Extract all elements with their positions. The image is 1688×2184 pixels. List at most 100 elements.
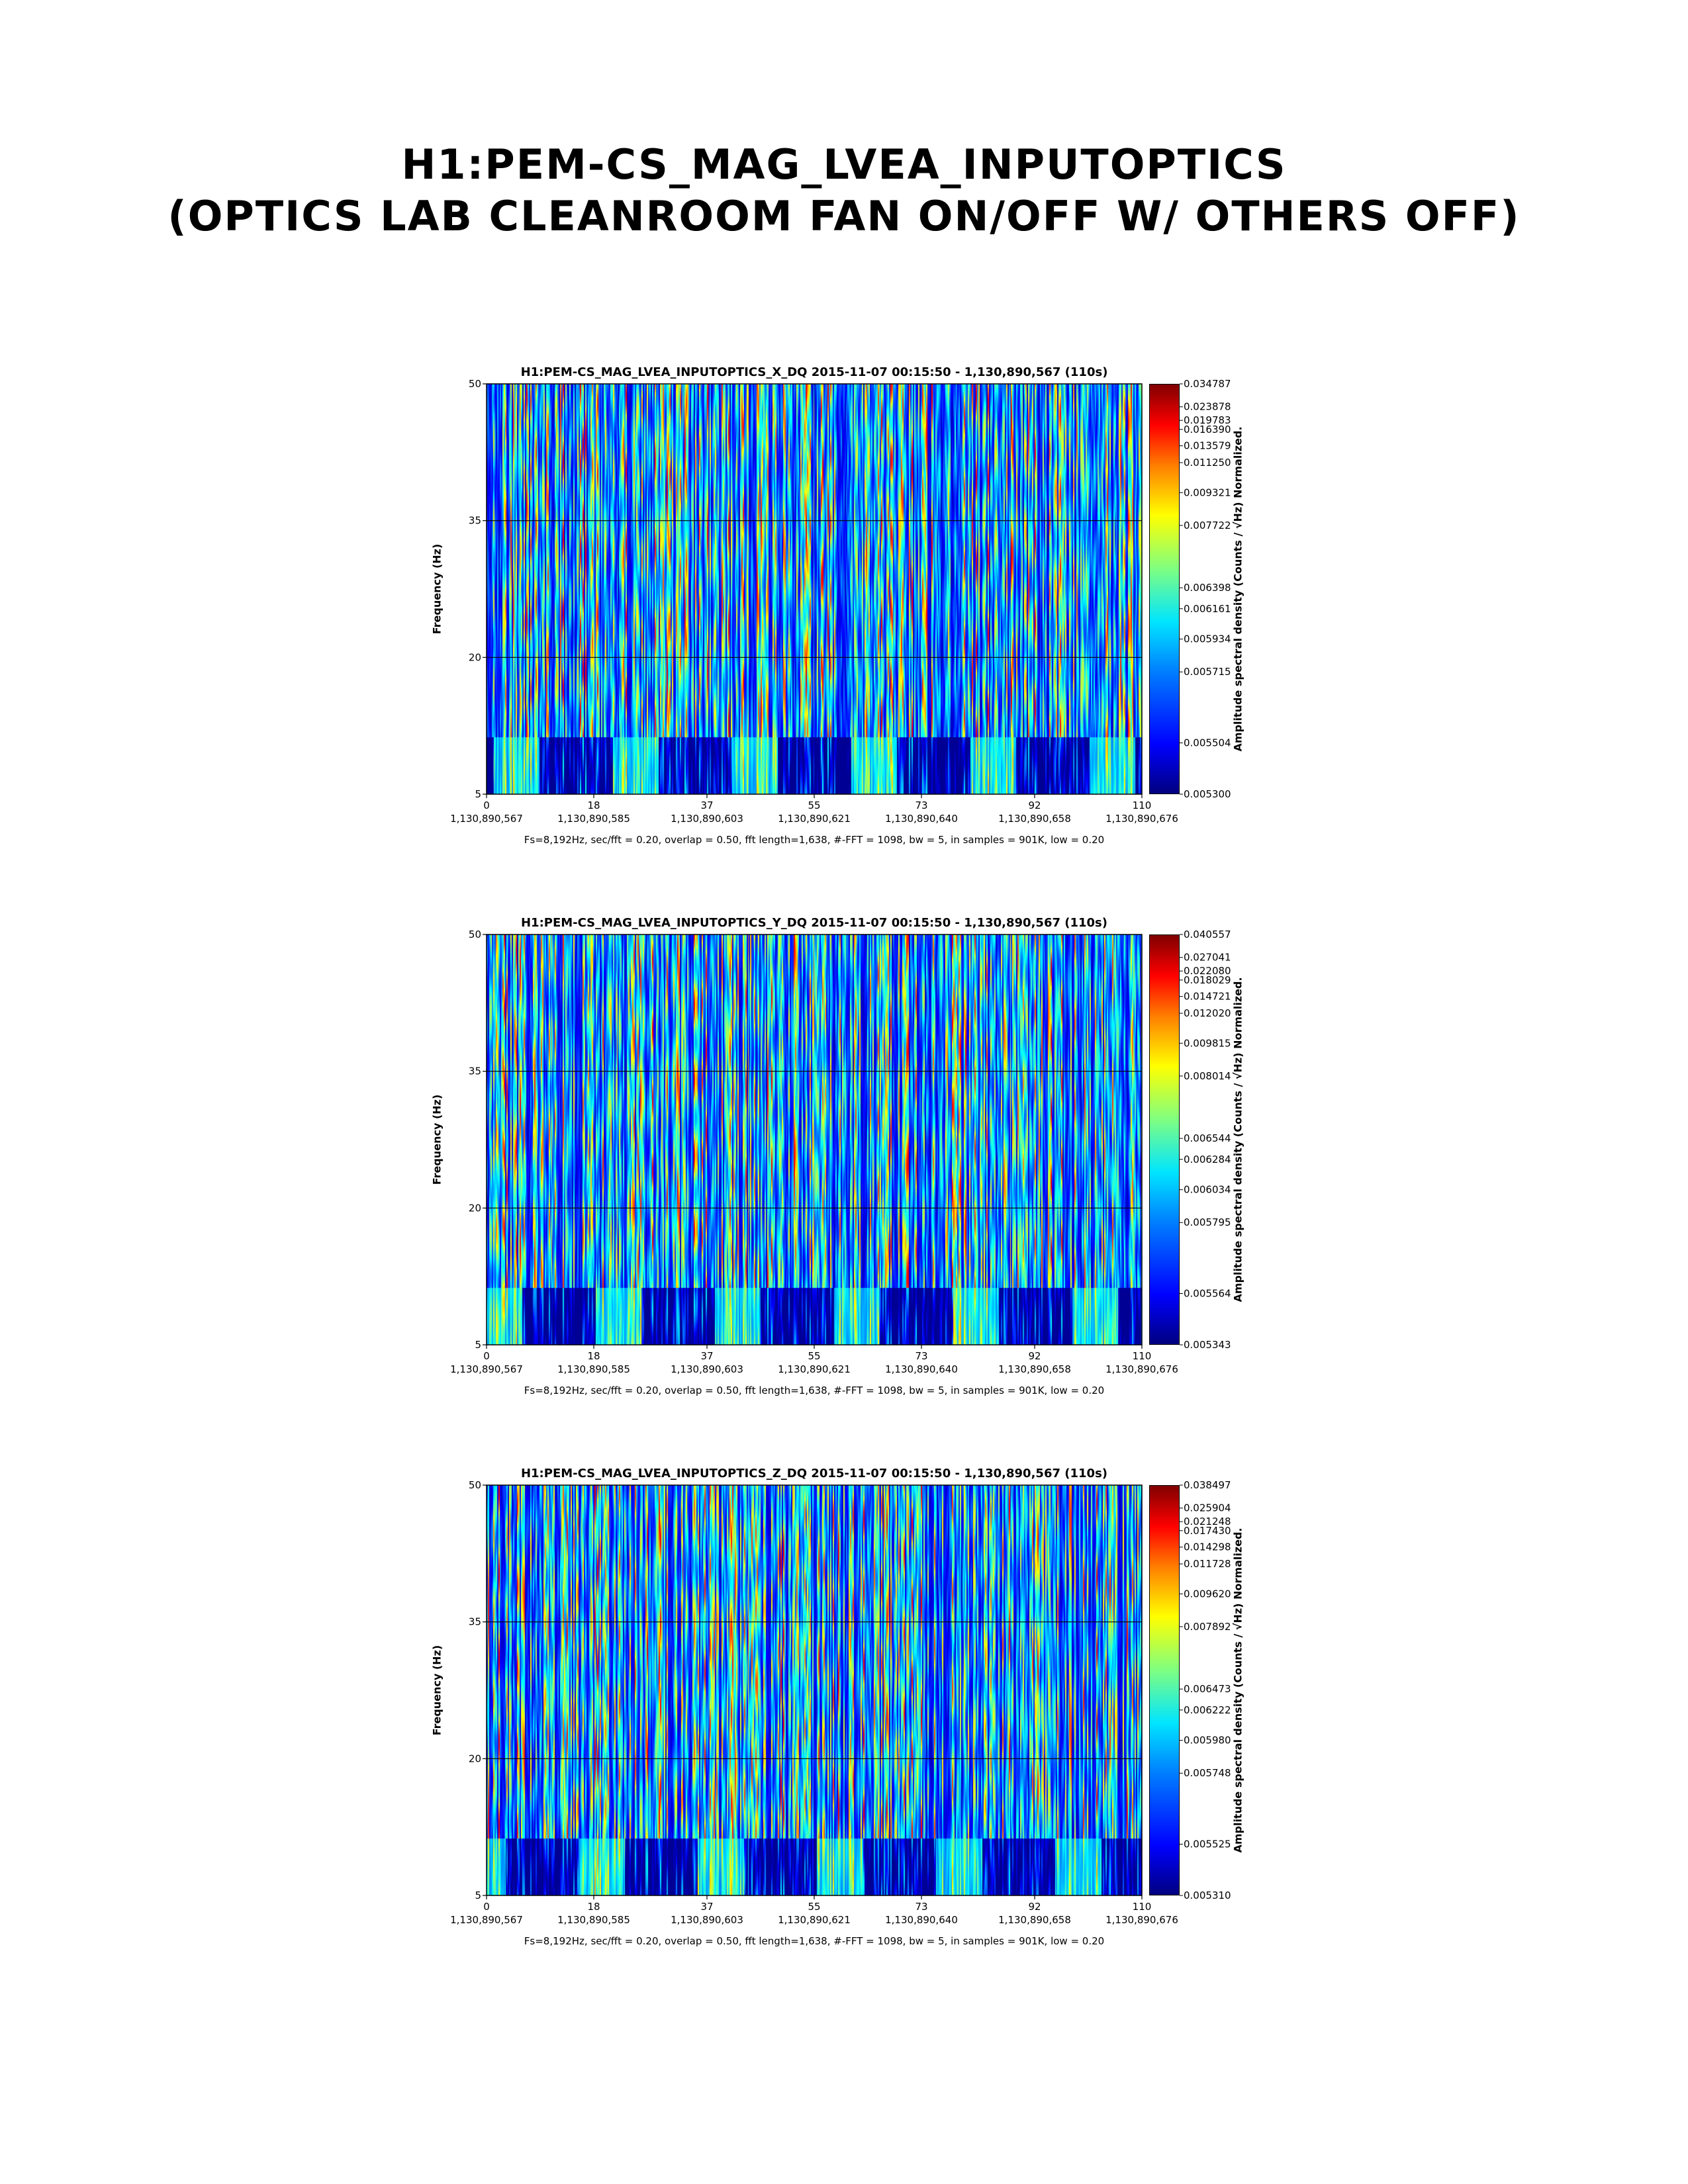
x-tick-gps-label: 1,130,890,585 <box>557 1914 630 1926</box>
x-tick-label: 18 <box>587 1901 600 1913</box>
spectrogram-plot <box>487 934 1142 1345</box>
x-tick-gps-label: 1,130,890,676 <box>1105 813 1178 825</box>
colorbar-tick-label: 0.027041 <box>1184 952 1231 964</box>
x-tick-label: 55 <box>808 799 820 811</box>
x-tick-label: 55 <box>808 1901 820 1913</box>
colorbar-tick-label: 0.038497 <box>1184 1479 1231 1491</box>
spectrogram-panel-x: H1:PEM-CS_MAG_LVEA_INPUTOPTICS_X_DQ 2015… <box>0 364 1688 907</box>
colorbar-tick-label: 0.006284 <box>1184 1154 1231 1165</box>
spectrogram-plot <box>487 384 1142 794</box>
page-title-line-2: (Optics Lab cleanroom fan on/off w/ othe… <box>167 192 1521 240</box>
x-tick-gps-label: 1,130,890,621 <box>778 1363 851 1375</box>
colorbar-tick-label: 0.019783 <box>1184 414 1231 426</box>
x-tick-gps-label: 1,130,890,603 <box>671 1363 743 1375</box>
x-tick-gps-label: 1,130,890,567 <box>450 1914 523 1926</box>
plot-frame <box>486 934 1143 1345</box>
x-tick-gps-label: 1,130,890,603 <box>671 1914 743 1926</box>
colorbar-tick-label: 0.005934 <box>1184 633 1231 645</box>
colorbar-tick-label: 0.006544 <box>1184 1132 1231 1144</box>
x-tick-label: 0 <box>483 1350 490 1362</box>
y-tick-label: 5 <box>475 1889 481 1901</box>
x-tick-label: 110 <box>1133 799 1152 811</box>
colorbar-tick-label: 0.016390 <box>1184 424 1231 435</box>
colorbar-tick-label: 0.023878 <box>1184 401 1231 413</box>
colorbar-tick-label: 0.009620 <box>1184 1588 1231 1600</box>
colorbar-tick-label: 0.005980 <box>1184 1735 1231 1747</box>
colorbar-tick-label: 0.017430 <box>1184 1525 1231 1537</box>
x-tick-label: 18 <box>587 799 600 811</box>
x-tick-gps-label: 1,130,890,658 <box>998 1363 1071 1375</box>
colorbar-tick-label: 0.007722 <box>1184 520 1231 531</box>
x-tick-gps-label: 1,130,890,585 <box>557 1363 630 1375</box>
x-tick-label: 92 <box>1028 1901 1041 1913</box>
x-tick-label: 73 <box>915 1350 927 1362</box>
x-tick-gps-label: 1,130,890,567 <box>450 813 523 825</box>
x-tick-gps-label: 1,130,890,640 <box>885 813 958 825</box>
x-tick-label: 37 <box>700 1350 713 1362</box>
colorbar-tick-label: 0.006473 <box>1184 1683 1231 1695</box>
plot-frame <box>486 383 1143 795</box>
colorbar-tick-label: 0.006222 <box>1184 1704 1231 1716</box>
colorbar <box>1149 1485 1180 1895</box>
page-title: H1:PEM-CS_MAG_LVEA_INPUTOPTICS (Optics L… <box>0 139 1688 242</box>
y-tick-label: 35 <box>469 1066 481 1077</box>
chart-title: H1:PEM-CS_MAG_LVEA_INPUTOPTICS_Z_DQ 2015… <box>520 1467 1108 1480</box>
colorbar <box>1149 934 1180 1345</box>
colorbar-tick-label: 0.012020 <box>1184 1007 1231 1019</box>
y-tick-label: 50 <box>469 1479 481 1491</box>
x-tick-label: 110 <box>1133 1350 1152 1362</box>
axes-layer: 520355001,130,890,567181,130,890,585371,… <box>450 929 1231 1375</box>
x-tick-label: 73 <box>915 799 927 811</box>
y-axis-label: Frequency (Hz) <box>430 1645 444 1736</box>
spectrogram-plot <box>487 1485 1142 1895</box>
x-tick-gps-label: 1,130,890,567 <box>450 1363 523 1375</box>
colorbar-tick-label: 0.005795 <box>1184 1216 1231 1228</box>
colorbar-tick-label: 0.014298 <box>1184 1541 1231 1553</box>
colorbar-tick-label: 0.006034 <box>1184 1184 1231 1196</box>
plot-frame <box>486 1484 1143 1896</box>
y-tick-label: 20 <box>469 1752 481 1764</box>
x-tick-label: 18 <box>587 1350 600 1362</box>
fft-parameters: Fs=8,192Hz, sec/fft = 0.20, overlap = 0.… <box>524 1935 1105 1947</box>
colorbar <box>1149 384 1180 794</box>
colorbar-tick-label: 0.005748 <box>1184 1767 1231 1779</box>
colorbar-tick-label: 0.025904 <box>1184 1502 1231 1514</box>
colorbar-tick-label: 0.005564 <box>1184 1288 1231 1300</box>
colorbar-tick-label: 0.022080 <box>1184 965 1231 977</box>
colorbar-tick-label: 0.008014 <box>1184 1070 1231 1082</box>
colorbar-tick-label: 0.040557 <box>1184 929 1231 940</box>
colorbar-tick-label: 0.021248 <box>1184 1516 1231 1527</box>
x-tick-label: 37 <box>700 799 713 811</box>
colorbar-tick-label: 0.013579 <box>1184 440 1231 452</box>
spectrogram-panel-z: H1:PEM-CS_MAG_LVEA_INPUTOPTICS_Z_DQ 2015… <box>0 1465 1688 2008</box>
chart-title: H1:PEM-CS_MAG_LVEA_INPUTOPTICS_X_DQ 2015… <box>520 365 1108 379</box>
y-tick-label: 50 <box>469 378 481 390</box>
x-tick-gps-label: 1,130,890,603 <box>671 813 743 825</box>
x-tick-gps-label: 1,130,890,621 <box>778 1914 851 1926</box>
colorbar-tick-label: 0.009321 <box>1184 486 1231 498</box>
y-tick-label: 20 <box>469 651 481 663</box>
x-tick-label: 37 <box>700 1901 713 1913</box>
colorbar-label: Amplitude spectral density (Counts / √Hz… <box>1231 426 1244 752</box>
chart-title: H1:PEM-CS_MAG_LVEA_INPUTOPTICS_Y_DQ 2015… <box>520 916 1108 930</box>
colorbar-label: Amplitude spectral density (Counts / √Hz… <box>1231 977 1244 1302</box>
y-axis-label: Frequency (Hz) <box>430 543 444 635</box>
y-tick-label: 5 <box>475 1339 481 1351</box>
y-tick-label: 35 <box>469 1616 481 1628</box>
y-tick-label: 20 <box>469 1202 481 1214</box>
fft-parameters: Fs=8,192Hz, sec/fft = 0.20, overlap = 0.… <box>524 1385 1105 1396</box>
x-tick-gps-label: 1,130,890,640 <box>885 1363 958 1375</box>
colorbar-tick-label: 0.018029 <box>1184 974 1231 986</box>
colorbar-tick-label: 0.011728 <box>1184 1558 1231 1570</box>
x-tick-gps-label: 1,130,890,658 <box>998 813 1071 825</box>
axes-layer: 520355001,130,890,567181,130,890,585371,… <box>450 1479 1231 1926</box>
colorbar-tick-label: 0.014721 <box>1184 991 1231 1003</box>
colorbar-tick-label: 0.011250 <box>1184 457 1231 469</box>
colorbar-tick-label: 0.009815 <box>1184 1037 1231 1049</box>
x-tick-label: 92 <box>1028 1350 1041 1362</box>
y-axis-label: Frequency (Hz) <box>430 1094 444 1185</box>
x-tick-gps-label: 1,130,890,640 <box>885 1914 958 1926</box>
x-tick-gps-label: 1,130,890,676 <box>1105 1363 1178 1375</box>
colorbar-tick-label: 0.006398 <box>1184 582 1231 594</box>
colorbar-tick-label: 0.005300 <box>1184 788 1231 800</box>
